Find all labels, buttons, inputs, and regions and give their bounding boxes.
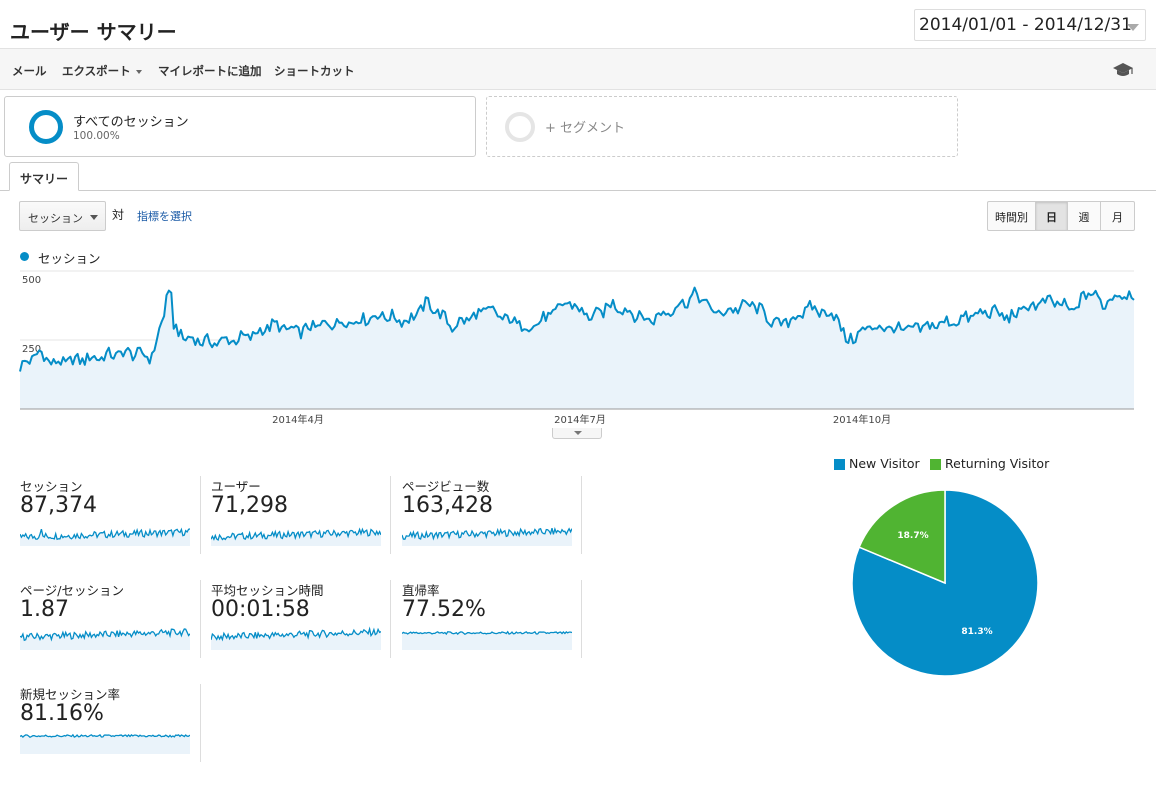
period-month-button[interactable]: 月 [1112, 211, 1123, 224]
scorecard-label: ページビュー数 [402, 479, 490, 494]
scorecard-new-session-rate[interactable]: 新規セッション率 81.16% [20, 684, 200, 762]
sparkline-area [211, 629, 381, 650]
segment-ring-empty-icon [505, 112, 535, 142]
scorecard-avg-session-duration[interactable]: 平均セッション時間 00:01:58 [211, 580, 391, 658]
export-label: エクスポート [62, 64, 131, 78]
sessions-area [20, 287, 1134, 409]
period-hourly-button[interactable]: 時間別 [988, 202, 1036, 230]
segment-all-sessions[interactable]: すべてのセッション 100.00% [4, 96, 476, 157]
divider [200, 684, 201, 762]
sparkline [20, 733, 190, 754]
period-week-button[interactable]: 週 [1068, 202, 1101, 230]
mail-button[interactable]: メール [12, 64, 47, 78]
sparkline-line [211, 527, 381, 542]
sparkline-area [402, 631, 572, 650]
divider [200, 476, 201, 554]
sparkline [20, 527, 190, 546]
legend-dot-icon [20, 252, 29, 261]
pie-label-returning-visitor: 18.7% [897, 531, 928, 541]
chevron-down-icon [135, 69, 142, 74]
metric-select-value: セッション [28, 212, 83, 225]
export-menu[interactable]: エクスポート [62, 63, 142, 79]
versus-label: 対 [112, 208, 125, 222]
scorecard-users[interactable]: ユーザー 71,298 [211, 476, 391, 554]
sessions-line-chart: 500 250 2014年4月 2014年7月 2014年10月 [19, 270, 1135, 426]
sparkline-line [402, 526, 572, 541]
sparkline-line [20, 527, 190, 541]
scorecard-label: ページ/セッション [20, 583, 124, 598]
segment-percent: 100.00% [73, 130, 120, 142]
sparkline-line [402, 630, 572, 636]
scorecard-value: 163,428 [402, 493, 493, 518]
legend-new-visitor[interactable]: New Visitor [849, 456, 920, 471]
period-day-button[interactable]: 日 [1036, 202, 1068, 230]
scorecard-value: 71,298 [211, 493, 288, 518]
y-tick-label: 250 [22, 344, 41, 355]
sparkline [211, 626, 381, 650]
scorecard-value: 1.87 [20, 597, 69, 622]
period-toggle: 時間別 日 週 月 [987, 201, 1135, 231]
legend-label: セッション [38, 251, 101, 266]
x-tick-label: 2014年10月 [833, 413, 891, 426]
chevron-down-icon [1127, 24, 1139, 31]
scorecard-value: 87,374 [20, 493, 97, 518]
scorecard-value: 81.16% [20, 701, 104, 726]
date-range-text: 2014/01/01 - 2014/12/31 [919, 15, 1132, 35]
legend-swatch-returning-visitor [930, 459, 941, 470]
x-tick-label: 2014年7月 [554, 413, 606, 426]
legend-returning-visitor[interactable]: Returning Visitor [945, 456, 1050, 471]
divider [581, 580, 582, 658]
scorecard-bounce-rate[interactable]: 直帰率 77.52% [402, 580, 582, 658]
divider [390, 476, 391, 554]
add-segment-label: + セグメント [545, 121, 626, 136]
add-segment-button[interactable]: + セグメント [486, 96, 958, 157]
choose-metric-link[interactable]: 指標を選択 [137, 210, 192, 223]
scorecard-sessions[interactable]: セッション 87,374 [20, 476, 200, 554]
divider [581, 476, 582, 554]
sparkline-area [20, 734, 190, 754]
add-to-report-button[interactable]: マイレポートに追加 [158, 64, 262, 78]
chevron-down-icon [574, 431, 582, 435]
sparkline [20, 628, 190, 650]
scorecard-label: セッション [20, 479, 83, 494]
scorecard-value: 77.52% [402, 597, 486, 622]
divider [390, 580, 391, 658]
divider [200, 580, 201, 658]
chart-resize-handle[interactable] [552, 428, 602, 439]
graduation-cap-icon[interactable] [1112, 61, 1134, 79]
x-tick-label: 2014年4月 [272, 413, 324, 426]
metric-select[interactable]: セッション [19, 201, 106, 231]
tab-divider [0, 190, 1156, 191]
scorecard-pages-per-session[interactable]: ページ/セッション 1.87 [20, 580, 200, 658]
chevron-down-icon [90, 215, 98, 220]
sparkline-area [20, 528, 190, 546]
y-tick-label: 500 [22, 275, 41, 286]
date-range-picker[interactable]: 2014/01/01 - 2014/12/31 [914, 9, 1146, 41]
pie-label-new-visitor: 81.3% [961, 627, 992, 637]
sparkline [402, 526, 572, 546]
scorecard-label: 新規セッション率 [20, 687, 121, 702]
tab-summary[interactable]: サマリー [9, 162, 79, 191]
sparkline-line [211, 626, 381, 642]
segment-ring-icon [29, 110, 63, 144]
sessions-line [19, 286, 1135, 372]
shortcut-button[interactable]: ショートカット [274, 64, 355, 78]
page-title: ユーザー サマリー [10, 20, 177, 44]
scorecard-pageviews[interactable]: ページビュー数 163,428 [402, 476, 582, 554]
legend-swatch-new-visitor [834, 459, 845, 470]
scorecard-value: 00:01:58 [211, 597, 310, 622]
visitor-pie-chart: 81.3% 18.7% [851, 489, 1039, 677]
scorecard-label: 直帰率 [402, 583, 440, 598]
scorecard-label: 平均セッション時間 [211, 583, 324, 598]
sparkline [211, 527, 381, 546]
scorecard-label: ユーザー [211, 479, 261, 494]
report-toolbar: メール エクスポート マイレポートに追加 ショートカット [0, 48, 1156, 90]
sparkline [402, 630, 572, 650]
pie-slice-returning-visitor[interactable] [858, 489, 946, 585]
sparkline-line [20, 733, 190, 738]
segment-name: すべてのセッション [73, 115, 189, 130]
sparkline-line [20, 628, 190, 642]
